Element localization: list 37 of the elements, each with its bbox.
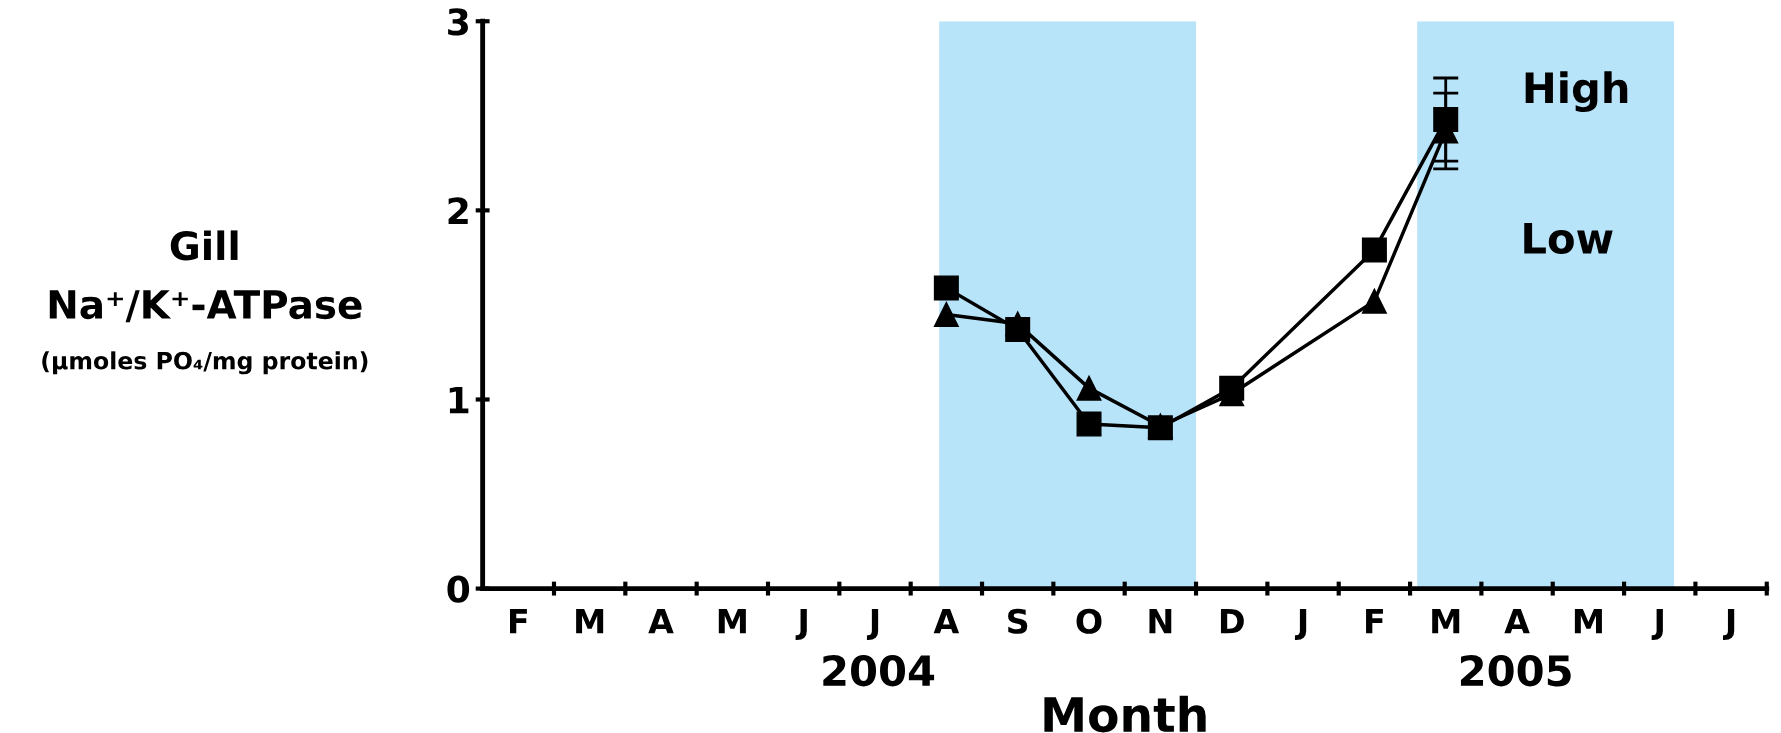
y-tick-label: 2: [448, 197, 468, 225]
text: 2004: [823, 654, 935, 687]
x-tick-label: O: [1076, 608, 1102, 634]
x-tick-label: J: [1723, 609, 1735, 641]
y-tick-label: 1: [449, 386, 469, 414]
x-tick-label: F: [1366, 609, 1383, 634]
x-tick-label: A: [933, 609, 960, 634]
y-axis-title: Gill Na⁺/K⁺-ATPase (μmoles PO₄/mg protein): [42, 230, 368, 375]
x-tick-label: A: [648, 609, 674, 634]
point: [1433, 107, 1459, 133]
x-tick-label: N: [1149, 609, 1172, 634]
point: [1005, 317, 1031, 343]
point: [1361, 237, 1387, 263]
x-tick-label: M: [576, 609, 604, 634]
point: [933, 275, 959, 301]
x-tick-label: J: [795, 609, 807, 641]
y-tick-label: 0: [447, 575, 470, 603]
x-tick-label: J: [866, 609, 879, 641]
point: [1361, 288, 1387, 314]
x-tick-label: M: [1574, 609, 1602, 634]
x-tick-label: D: [1220, 609, 1244, 634]
x-tick-label: F: [510, 609, 527, 634]
x-tick-label: A: [1504, 609, 1530, 634]
x-tick-label: M: [718, 609, 746, 634]
x-axis-title: Month: [1044, 695, 1206, 733]
x-tick-label: S: [1008, 608, 1028, 634]
point: [933, 301, 959, 327]
annotation: Low: [1524, 223, 1613, 254]
x-tick-label: J: [1651, 609, 1663, 641]
point: [1076, 411, 1102, 437]
point: [1076, 375, 1102, 401]
annotation: High: [1525, 71, 1628, 112]
y-tick-label: 3: [448, 8, 468, 36]
point: [1219, 375, 1245, 401]
x-tick-label: M: [1432, 609, 1460, 634]
text: 2005: [1460, 654, 1571, 687]
x-tick-label: J: [1294, 609, 1307, 641]
